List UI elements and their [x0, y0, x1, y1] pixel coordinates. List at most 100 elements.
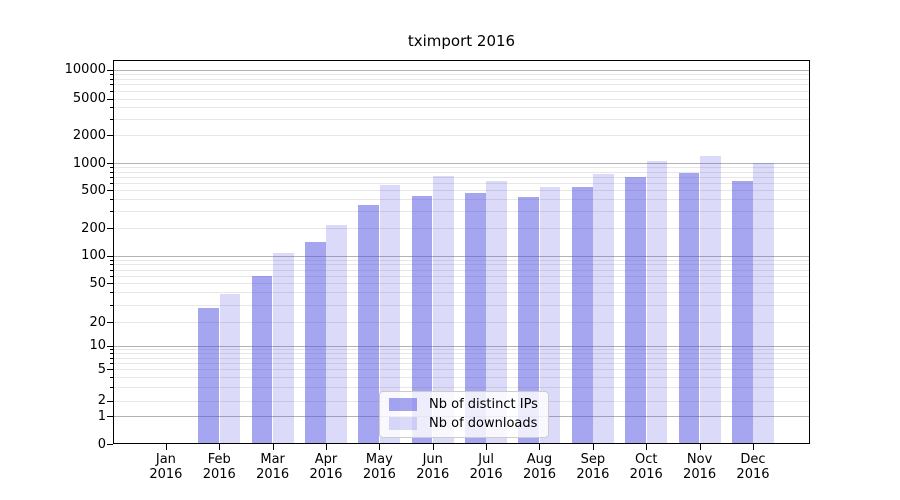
gridline-7000	[114, 84, 809, 85]
y-tick-label-1000: 1000	[72, 155, 106, 171]
y-tick-label-500: 500	[81, 182, 106, 198]
bar-aug-downloads	[539, 186, 561, 444]
month-label: May	[365, 452, 393, 467]
y-tick-label-5: 5	[97, 361, 106, 377]
year-label: 2016	[309, 467, 343, 482]
bar-jun-distinct-ips	[411, 195, 433, 444]
month-label: Nov	[686, 452, 713, 467]
y-minortick-40	[110, 292, 113, 294]
gridline-9	[114, 349, 809, 350]
bar-feb-distinct-ips	[198, 307, 219, 444]
gridline-3	[114, 387, 809, 388]
y-tick-label-10: 10	[89, 338, 106, 353]
y-minortick-800	[110, 171, 113, 173]
x-tick-jan	[165, 444, 167, 450]
y-minortick-3	[110, 386, 113, 388]
month-label: Feb	[207, 452, 231, 467]
bar-may-downloads	[379, 184, 401, 444]
x-tick-jun	[432, 444, 434, 450]
x-tick-label-apr: Apr 2016	[291, 452, 361, 482]
y-minortick-9000	[110, 73, 113, 75]
gridline-600	[114, 183, 809, 184]
y-minortick-8	[110, 353, 113, 355]
y-minortick-900	[110, 167, 113, 169]
y-tick-label-10000: 10000	[64, 62, 106, 77]
gridline-70	[114, 270, 809, 271]
y-minortick-60	[110, 275, 113, 277]
bar-jun-downloads	[433, 176, 454, 444]
y-tick-label-200: 200	[81, 220, 106, 236]
gridline-400	[114, 199, 809, 200]
y-tick-2000	[107, 135, 113, 136]
year-label: 2016	[149, 467, 183, 482]
gridline-5	[114, 369, 809, 370]
legend-label-distinct-ips: Nb of distinct IPs	[429, 397, 538, 412]
x-tick-nov	[699, 444, 701, 450]
y-tick-1	[107, 416, 113, 417]
y-minortick-600	[110, 182, 113, 184]
y-minortick-7	[110, 357, 113, 359]
y-tick-label-2000: 2000	[72, 127, 106, 143]
y-minortick-400	[110, 199, 113, 201]
month-label: Apr	[314, 452, 338, 467]
gridline-8	[114, 353, 809, 354]
year-label: 2016	[416, 467, 450, 482]
gridline-7	[114, 358, 809, 359]
y-tick-5	[107, 369, 113, 370]
month-label: Aug	[526, 452, 553, 467]
gridline-50	[114, 283, 809, 284]
x-tick-mar	[272, 444, 274, 450]
year-label: 2016	[522, 467, 557, 482]
y-tick-label-50: 50	[89, 275, 106, 291]
gridline-30	[114, 305, 809, 306]
gridline-100	[114, 256, 809, 257]
month-label: Jul	[478, 452, 494, 467]
x-tick-label-sep: Sep 2016	[558, 452, 628, 482]
gridline-6000	[114, 91, 809, 92]
x-tick-apr	[326, 444, 327, 450]
bar-oct-downloads	[646, 160, 668, 444]
month-label: Jun	[422, 452, 443, 467]
x-tick-label-mar: Mar 2016	[238, 452, 308, 482]
x-tick-label-dec: Dec 2016	[718, 452, 788, 482]
x-tick-label-jun: Jun 2016	[398, 452, 468, 482]
legend-item-distinct-ips: Nb of distinct IPs	[389, 397, 538, 412]
month-label: Jan	[155, 452, 176, 467]
y-minortick-70	[110, 269, 113, 271]
year-label: 2016	[202, 467, 236, 482]
x-tick-dec	[752, 444, 754, 450]
bar-oct-distinct-ips	[625, 177, 646, 444]
x-tick-label-nov: Nov 2016	[665, 452, 735, 482]
month-label: Mar	[260, 452, 285, 467]
x-tick-label-feb: Feb 2016	[184, 452, 254, 482]
y-tick-label-2: 2	[97, 393, 106, 408]
legend-swatch-distinct-ips	[389, 398, 417, 411]
x-tick-sep	[592, 444, 594, 450]
chart-title: tximport 2016	[407, 32, 516, 50]
y-minortick-3000	[110, 118, 113, 120]
x-tick-label-jan: Jan 2016	[131, 452, 201, 482]
year-label: 2016	[683, 467, 717, 482]
legend-label-downloads: Nb of downloads	[429, 416, 538, 431]
y-minortick-80	[110, 264, 113, 266]
bar-nov-downloads	[699, 155, 721, 444]
gridline-2000	[114, 135, 809, 136]
y-tick-label-1: 1	[97, 408, 106, 424]
y-minortick-4	[110, 376, 113, 378]
bar-sep-distinct-ips	[571, 187, 593, 444]
gridline-5000	[114, 99, 809, 100]
year-label: 2016	[736, 467, 770, 482]
bar-may-distinct-ips	[358, 204, 380, 444]
y-tick-100	[107, 255, 113, 257]
x-tick-jul	[486, 444, 488, 450]
y-minortick-6000	[110, 90, 113, 92]
bar-aug-distinct-ips	[518, 196, 540, 444]
gridline-60	[114, 276, 809, 277]
bar-nov-distinct-ips	[678, 172, 700, 444]
month-label: Dec	[740, 452, 766, 467]
x-tick-feb	[219, 444, 221, 450]
bar-dec-downloads	[753, 162, 774, 444]
bar-sep-downloads	[593, 174, 614, 444]
bar-mar-distinct-ips	[251, 275, 273, 444]
